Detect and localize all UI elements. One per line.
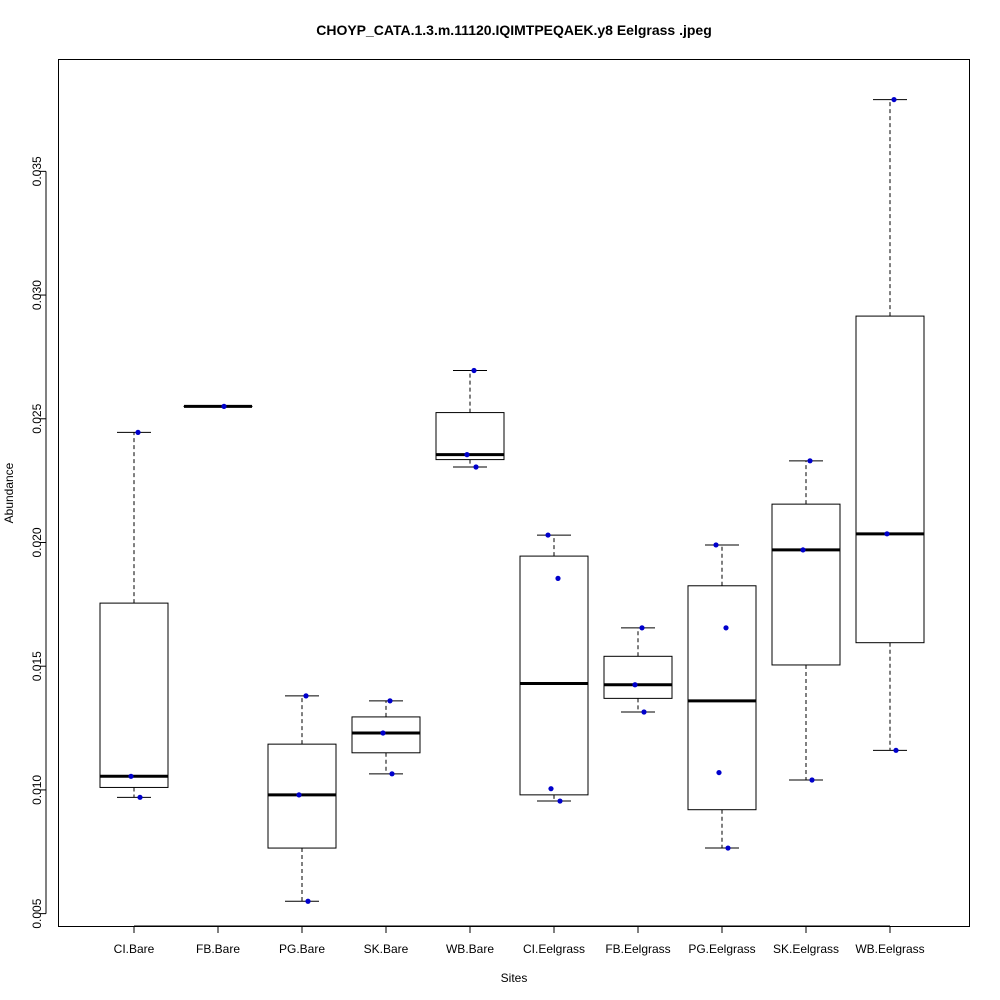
data-point [380, 730, 386, 736]
x-tick-label: FB.Eelgrass [605, 942, 670, 956]
box-iqr [687, 585, 757, 811]
x-tick-label: SK.Bare [364, 942, 409, 956]
box-CI.Bare [99, 431, 169, 798]
y-tick-label: 0.015 [30, 651, 44, 681]
box-iqr [99, 602, 169, 788]
data-point [137, 794, 143, 800]
data-point [128, 773, 134, 779]
box-WB.Eelgrass [855, 99, 925, 751]
data-point [135, 429, 141, 435]
data-point [389, 771, 395, 777]
box-iqr [351, 716, 421, 754]
data-point [809, 777, 815, 783]
x-tick-label: PG.Bare [279, 942, 325, 956]
x-axis: CI.Bare FB.Bare PG.Bare SK.Bare WB.Bare CI.Ee… [114, 925, 925, 956]
data-point [387, 698, 393, 704]
box-iqr [855, 315, 925, 644]
data-point [548, 786, 554, 792]
data-point [471, 367, 477, 374]
x-tick-label: FB.Bare [196, 942, 240, 956]
data-point [884, 531, 890, 537]
box-SK.Eelgrass [771, 460, 841, 781]
data-point [545, 532, 551, 538]
box-CI.Eelgrass [519, 534, 589, 802]
x-axis-label: Sites [501, 971, 528, 985]
data-point [464, 452, 470, 458]
data-point [807, 458, 813, 464]
box-FB.Eelgrass [603, 627, 673, 713]
data-point [632, 682, 638, 688]
plot-frame [58, 59, 970, 927]
data-point [893, 747, 899, 753]
data-point [473, 464, 479, 470]
x-tick-label: PG.Eelgrass [688, 942, 755, 956]
y-tick-label: 0.030 [30, 280, 44, 310]
box-iqr [771, 503, 841, 666]
data-point [305, 898, 311, 904]
y-tick-label: 0.035 [30, 156, 44, 186]
x-tick-label: SK.Eelgrass [773, 942, 839, 956]
box-iqr [519, 555, 589, 796]
data-points [128, 96, 899, 904]
data-point [723, 625, 729, 631]
x-tick-label: WB.Eelgrass [855, 942, 924, 956]
box-PG.Bare [267, 695, 337, 902]
y-tick-label: 0.020 [30, 527, 44, 557]
y-axis: 0.005 0.010 0.015 0.020 0.025 0.030 0.035 [30, 156, 47, 929]
box-SK.Bare [351, 700, 421, 775]
y-tick-label: 0.005 [30, 898, 44, 928]
data-point [296, 792, 302, 798]
data-point [725, 845, 731, 851]
data-point [221, 403, 227, 409]
x-tick-label: WB.Bare [446, 942, 494, 956]
box-iqr [435, 412, 505, 461]
box-WB.Bare [435, 370, 505, 468]
x-tick-label: CI.Eelgrass [523, 942, 585, 956]
data-point [713, 542, 719, 548]
y-tick-label: 0.025 [30, 403, 44, 433]
chart-title: CHOYP_CATA.1.3.m.11120.IQIMTPEQAEK.y8 Ee… [316, 22, 712, 38]
box-iqr [603, 655, 673, 699]
y-tick-label: 0.010 [30, 775, 44, 805]
data-point [800, 547, 806, 553]
box-series [99, 99, 925, 902]
x-tick-label: CI.Bare [114, 942, 155, 956]
data-point [891, 96, 897, 103]
data-point [716, 769, 722, 776]
data-point [639, 625, 645, 631]
y-axis-label: Abundance [2, 462, 16, 523]
data-point [557, 798, 563, 804]
data-point [303, 693, 309, 699]
data-point [641, 709, 647, 715]
box-PG.Eelgrass [687, 544, 757, 849]
data-point [555, 575, 561, 581]
